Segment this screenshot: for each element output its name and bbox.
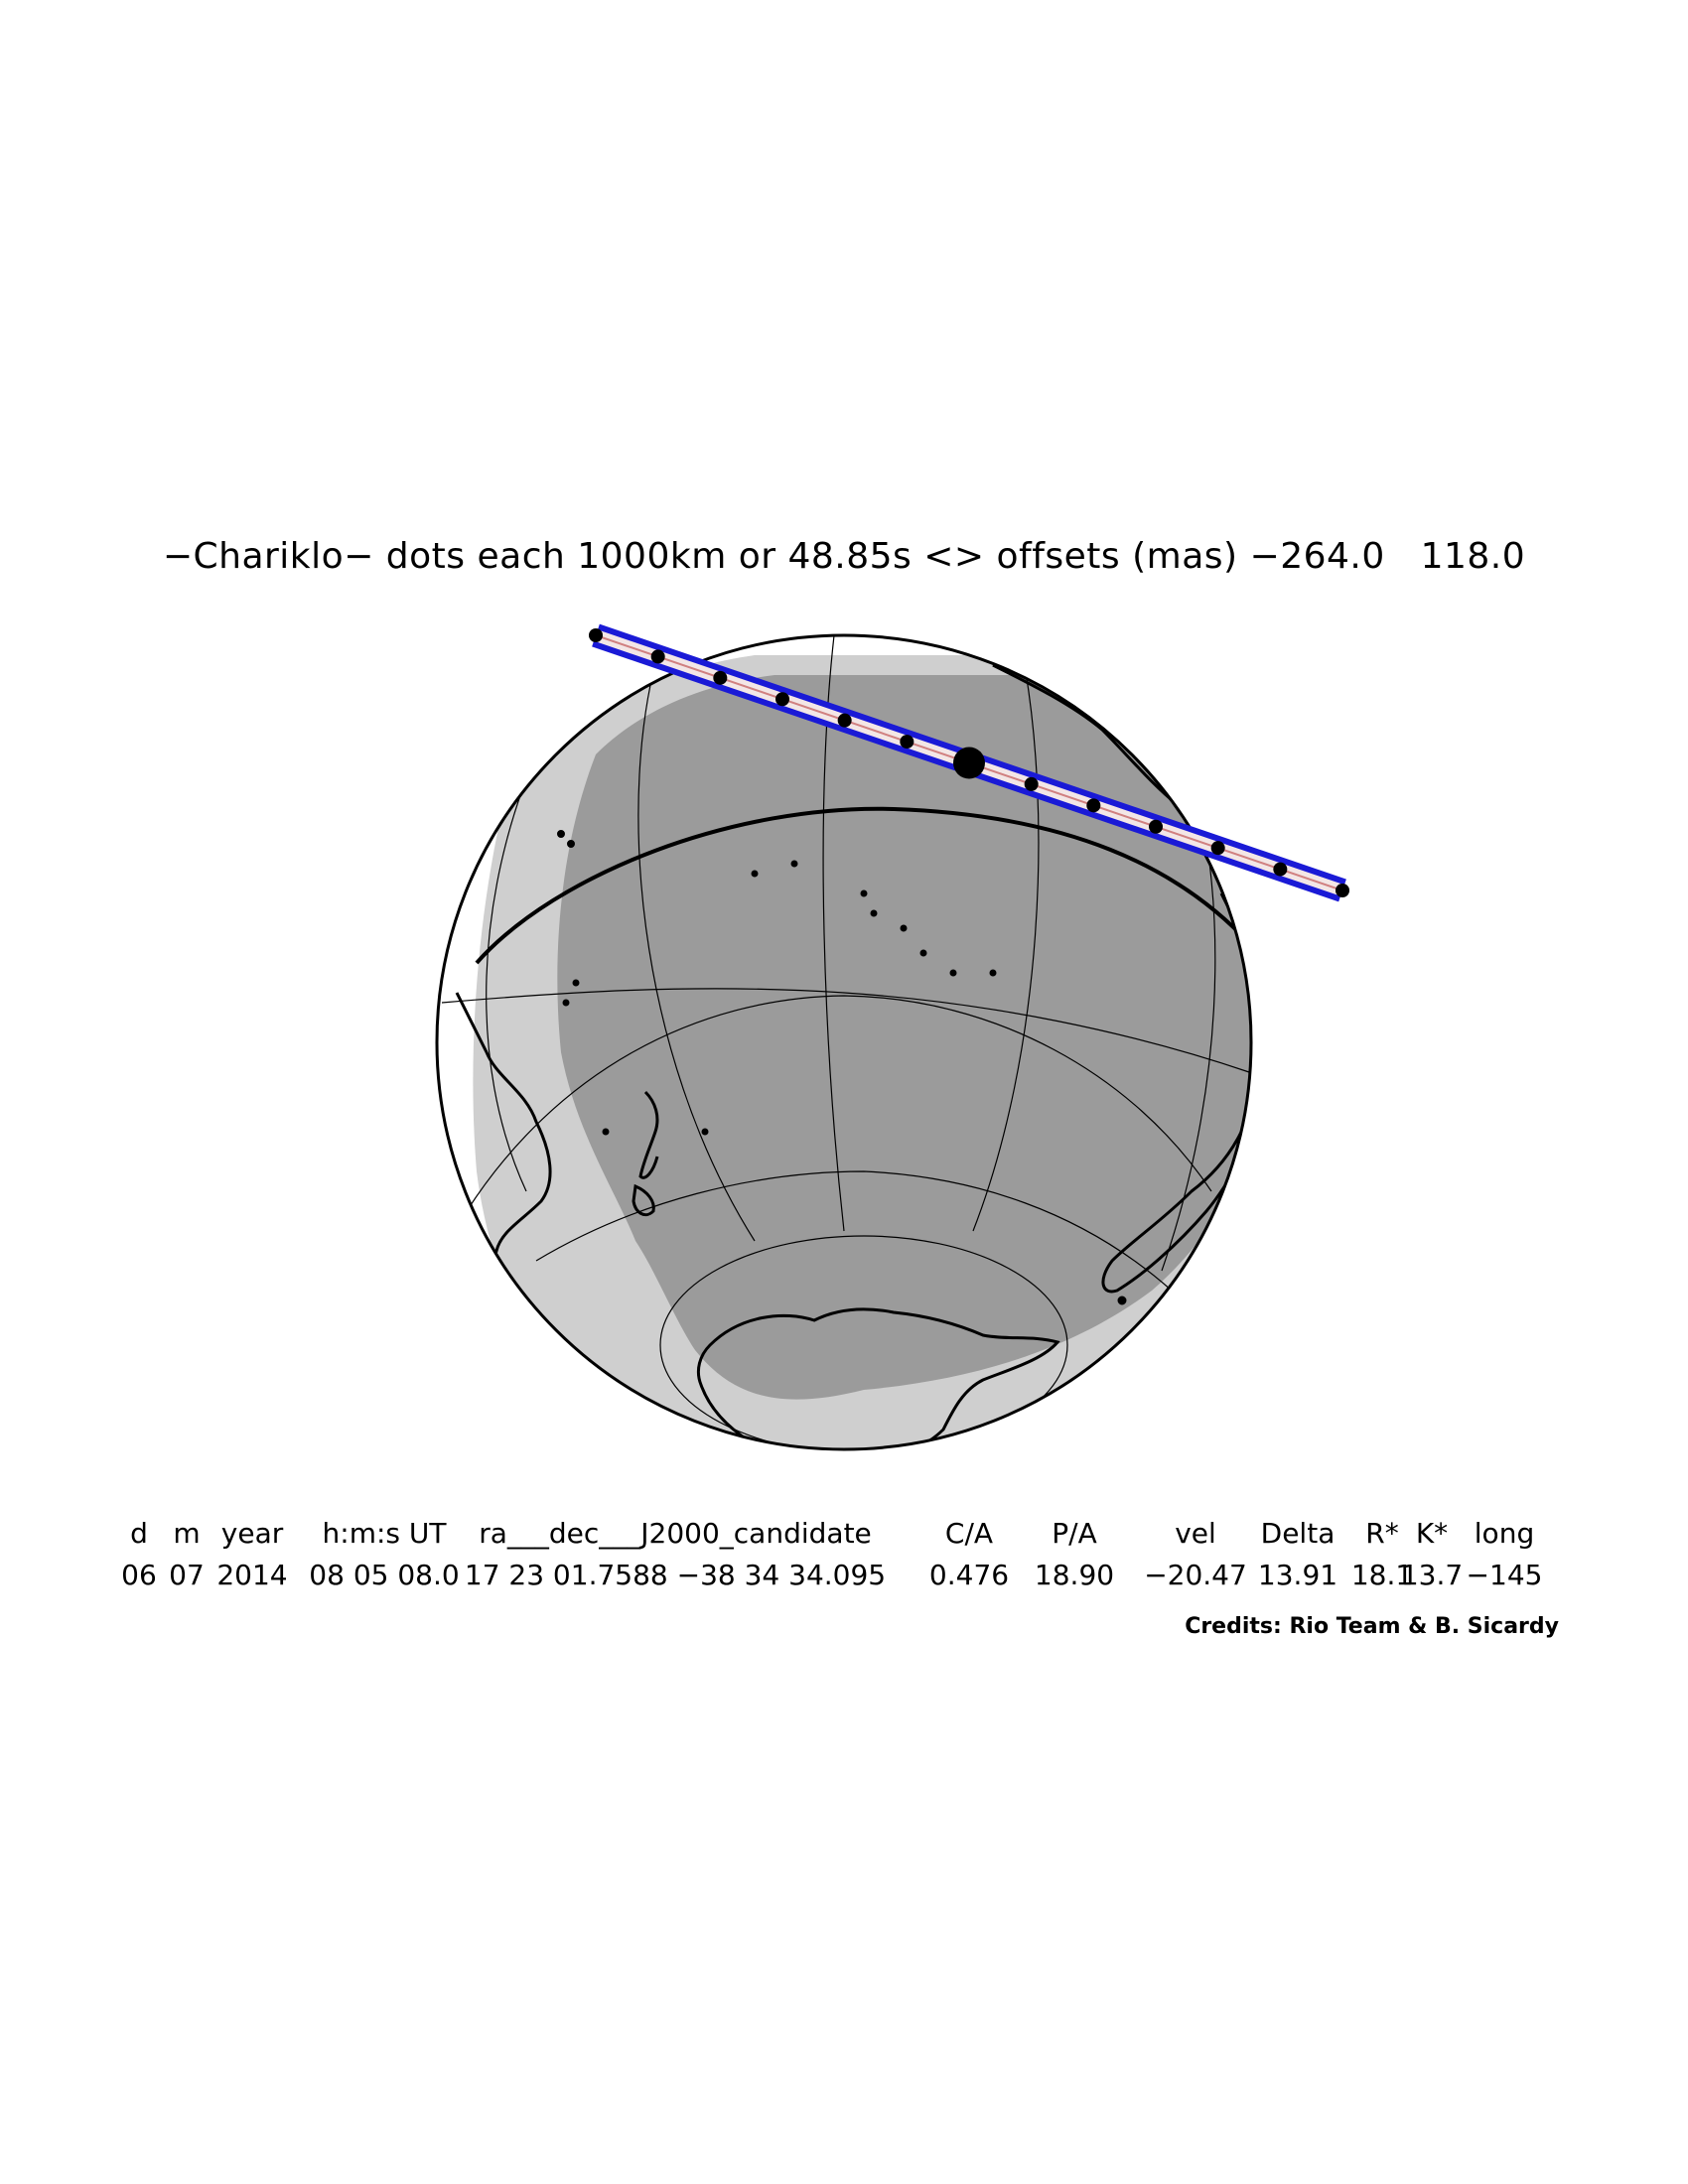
table-header-cell: P/A (1052, 1517, 1097, 1550)
equator-line (475, 806, 1251, 985)
table-header-cell: vel (1175, 1517, 1216, 1550)
table-value-cell: 08 05 08.0 (309, 1559, 460, 1591)
table-header-cell: R* (1365, 1517, 1399, 1550)
table-value-cell: 0.476 (928, 1559, 1010, 1591)
table-value-cell: 06 (121, 1559, 157, 1591)
credits: Credits: Rio Team & B. Sicardy (1185, 1614, 1559, 1639)
table-value-cell: 18.1 (1350, 1559, 1414, 1591)
table-header-cell: d (130, 1517, 148, 1550)
table-header-cell: year (220, 1517, 284, 1550)
table-value-cell: 13.91 (1257, 1559, 1338, 1591)
track-time-dot (1336, 884, 1349, 897)
track-time-dot (589, 628, 603, 642)
table-value-cell: 18.90 (1034, 1559, 1115, 1591)
table-header-cell: Delta (1260, 1517, 1336, 1550)
track-time-dot (775, 692, 789, 707)
track-time-dot (713, 670, 728, 685)
occultation-track (589, 623, 1349, 902)
table-header-cell: m (173, 1517, 201, 1550)
table-header-cell: long (1474, 1517, 1535, 1550)
track-time-dot (1273, 862, 1288, 877)
track-time-dot (1210, 841, 1225, 856)
event-info-table: d m year h:m:s UT ra___dec___J2000_candidate… (0, 1517, 1688, 1606)
chart-title: −Chariklo− dots each 1000km or 48.85s <>… (162, 536, 1526, 577)
table-value-cell: 2014 (216, 1559, 288, 1591)
track-time-dot (837, 713, 852, 728)
table-header-cell: ra___dec___J2000_candidate (479, 1517, 872, 1550)
table-value-cell: −20.47 (1144, 1559, 1247, 1591)
track-time-dot (1086, 798, 1101, 813)
globe-outline (435, 633, 1253, 1451)
track-time-dot (1024, 776, 1039, 791)
track-time-dot (1149, 819, 1163, 834)
table-header-cell: K* (1415, 1517, 1449, 1550)
closest-approach-dot (953, 747, 985, 779)
table-header-cell: h:m:s UT (322, 1517, 447, 1550)
table-value-cell: 17 23 01.7588 −38 34 34.095 (464, 1559, 887, 1591)
track-time-dot (900, 735, 914, 750)
table-header-cell: C/A (944, 1517, 994, 1550)
track-time-dot (650, 649, 665, 664)
table-value-cell: −145 (1466, 1559, 1543, 1591)
table-value-cell: 07 (169, 1559, 205, 1591)
table-value-cell: 13.7 (1400, 1559, 1464, 1591)
